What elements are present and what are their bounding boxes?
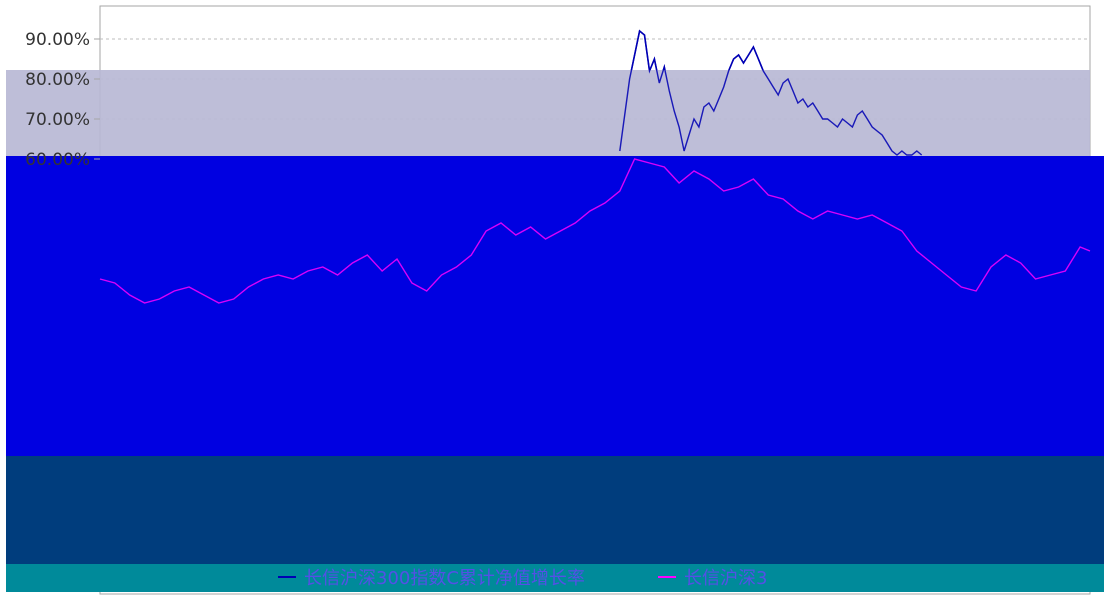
y-tick-label: 90.00% — [25, 30, 90, 50]
band-lavender — [6, 70, 1090, 156]
band-navy — [6, 456, 1104, 564]
series-overlay-2 — [99, 158, 1091, 304]
y-tick-label: 80.00% — [25, 70, 90, 90]
legend-label-series-2: 长信沪深3 — [684, 568, 767, 589]
color-band-layer — [6, 29, 1104, 592]
legend: 长信沪深300指数C累计净值增长率 长信沪深3 — [278, 568, 767, 589]
y-tick-label: 60.00% — [25, 150, 90, 170]
band-blue — [6, 156, 1104, 456]
legend-label-series-1: 长信沪深300指数C累计净值增长率 — [304, 568, 585, 589]
series-overlay-1 — [619, 29, 923, 156]
band-teal — [6, 564, 1104, 592]
y-axis-ticks: 90.00% 80.00% 70.00% 60.00% — [25, 30, 100, 170]
y-tick-label: 70.00% — [25, 110, 90, 130]
